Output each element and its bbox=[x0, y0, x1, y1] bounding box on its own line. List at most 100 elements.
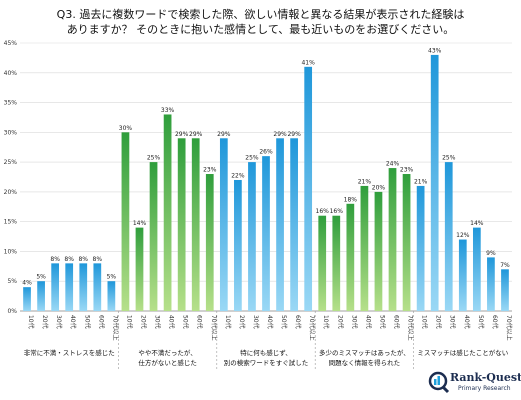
bar-value-label: 43% bbox=[428, 47, 442, 54]
bar-value-label: 14% bbox=[470, 220, 484, 227]
bar-value-label: 25% bbox=[245, 155, 259, 162]
bar bbox=[416, 185, 425, 311]
bar bbox=[191, 138, 200, 311]
x-tick-label: 10代 bbox=[224, 315, 232, 329]
bar-value-label: 4% bbox=[22, 280, 32, 287]
bar bbox=[248, 162, 256, 311]
bar bbox=[93, 263, 102, 311]
bar bbox=[219, 138, 228, 311]
bar bbox=[444, 162, 453, 311]
bar-value-label: 29% bbox=[189, 131, 203, 138]
bar bbox=[121, 132, 130, 311]
bar-value-label: 25% bbox=[442, 155, 456, 162]
bar bbox=[318, 215, 327, 311]
x-tick-label: 10代 bbox=[421, 315, 429, 329]
x-tick-label: 30代 bbox=[350, 315, 358, 329]
bar bbox=[51, 263, 60, 311]
x-tick-label: 70代以上 bbox=[505, 315, 513, 341]
x-tick-label: 10代 bbox=[125, 315, 133, 329]
bar-value-label: 8% bbox=[64, 256, 74, 263]
bar bbox=[472, 227, 481, 311]
group-label: 仕方がないと感じた bbox=[138, 358, 197, 367]
x-tick-label: 20代 bbox=[435, 315, 443, 329]
bar-value-label: 20% bbox=[372, 184, 386, 191]
x-tick-label: 70代以上 bbox=[308, 315, 316, 341]
y-tick-label: 5% bbox=[7, 278, 17, 285]
bar-value-label: 25% bbox=[147, 155, 161, 162]
x-tick-label: 60代 bbox=[196, 315, 204, 329]
x-tick-label: 30代 bbox=[55, 315, 63, 329]
chart-title-line1: Q3. 過去に複数ワードで検索した際、欲しい情報と異なる結果が表示された経験は bbox=[56, 8, 465, 21]
x-tick-label: 60代 bbox=[294, 315, 302, 329]
bar-value-label: 14% bbox=[133, 220, 147, 227]
x-tick-label: 10代 bbox=[27, 315, 35, 329]
bar bbox=[430, 54, 439, 312]
bar bbox=[163, 114, 172, 311]
x-tick-label: 50代 bbox=[378, 315, 386, 329]
x-tick-label: 70代以上 bbox=[210, 315, 218, 341]
x-tick-label: 20代 bbox=[238, 315, 246, 329]
bar-value-label: 23% bbox=[203, 167, 217, 174]
rank-quest-logo: Rank-Quest Primary Research bbox=[428, 370, 521, 398]
bar-value-label: 5% bbox=[107, 274, 117, 281]
x-tick-label: 30代 bbox=[252, 315, 260, 329]
x-tick-label: 40代 bbox=[69, 315, 77, 329]
bar bbox=[234, 179, 242, 311]
group-label: やや不満だったが、 bbox=[138, 348, 196, 357]
bar-value-label: 21% bbox=[358, 178, 372, 185]
x-tick-label: 50代 bbox=[477, 315, 485, 329]
group-label: 特に何も感じず、 bbox=[240, 348, 292, 357]
bar bbox=[135, 227, 144, 311]
bar bbox=[388, 168, 397, 311]
y-tick-label: 0% bbox=[7, 308, 17, 315]
bar-value-label: 18% bbox=[344, 196, 358, 203]
bar-value-label: 24% bbox=[386, 161, 400, 168]
x-tick-label: 40代 bbox=[168, 315, 176, 329]
bar bbox=[65, 263, 74, 311]
x-tick-label: 60代 bbox=[491, 315, 499, 329]
group-label: 問題なく情報を得られた bbox=[329, 358, 401, 367]
bar bbox=[262, 156, 270, 311]
chart-title-line2: ありますか？ そのときに抱いた感情として、最も近いものをお選びください。 bbox=[66, 23, 455, 36]
bar bbox=[23, 287, 31, 311]
bar bbox=[501, 269, 509, 311]
bar bbox=[458, 239, 467, 311]
x-tick-label: 40代 bbox=[266, 315, 274, 329]
y-tick-label: 15% bbox=[4, 219, 18, 226]
bar-value-label: 41% bbox=[301, 59, 315, 66]
y-tick-label: 35% bbox=[4, 100, 18, 107]
bar bbox=[304, 66, 313, 311]
y-tick-label: 45% bbox=[4, 40, 18, 47]
bar-value-label: 8% bbox=[50, 256, 60, 263]
bar bbox=[177, 138, 186, 311]
bar-value-label: 16% bbox=[316, 208, 330, 215]
x-tick-label: 40代 bbox=[364, 315, 372, 329]
bar-value-label: 5% bbox=[36, 274, 46, 281]
bar-value-label: 21% bbox=[414, 178, 428, 185]
bar bbox=[149, 162, 158, 311]
group-label: 多少のミスマッチはあったが、 bbox=[319, 348, 410, 357]
bar bbox=[37, 281, 45, 311]
bar bbox=[107, 281, 116, 311]
group-label: 別の検索ワードをすぐ試した bbox=[224, 358, 309, 367]
x-tick-label: 10代 bbox=[322, 315, 330, 329]
x-tick-label: 30代 bbox=[449, 315, 457, 329]
bar-value-label: 16% bbox=[330, 208, 344, 215]
bar-value-label: 26% bbox=[259, 149, 273, 156]
bar-value-label: 29% bbox=[287, 131, 301, 138]
x-tick-label: 20代 bbox=[336, 315, 344, 329]
x-tick-label: 50代 bbox=[83, 315, 91, 329]
x-tick-label: 40代 bbox=[463, 315, 471, 329]
bar-value-label: 7% bbox=[500, 262, 510, 269]
bar bbox=[360, 185, 369, 311]
bar bbox=[205, 174, 214, 311]
bar bbox=[79, 263, 88, 311]
bar-value-label: 9% bbox=[486, 250, 496, 257]
logo-sub: Primary Research bbox=[458, 385, 511, 392]
bar bbox=[290, 138, 298, 311]
group-label: ミスマッチは感じたことがない bbox=[417, 348, 508, 357]
bar bbox=[374, 191, 383, 311]
bar-value-label: 8% bbox=[93, 256, 103, 263]
x-tick-label: 60代 bbox=[393, 315, 401, 329]
